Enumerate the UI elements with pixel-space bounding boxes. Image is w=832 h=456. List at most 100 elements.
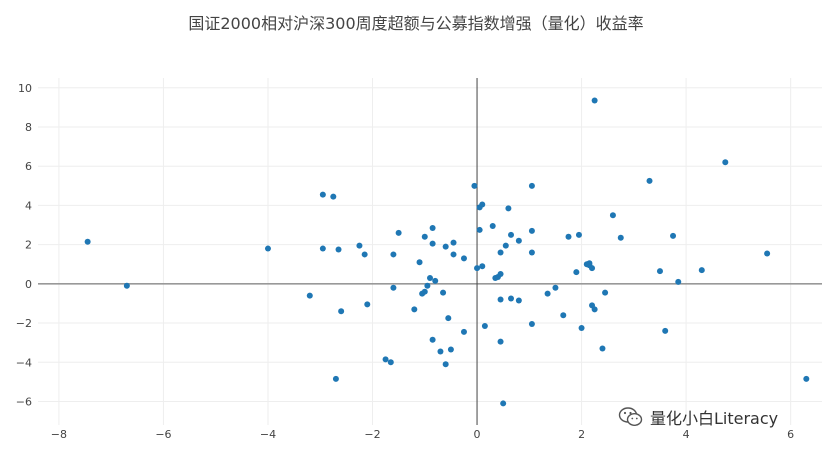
data-point: [646, 177, 653, 184]
data-point: [460, 255, 467, 262]
data-point: [442, 361, 449, 368]
data-point: [361, 251, 368, 258]
data-point: [421, 233, 428, 240]
data-point: [670, 232, 677, 239]
data-point: [573, 269, 580, 276]
data-point: [411, 306, 418, 313]
y-tick-label: −6: [16, 395, 32, 408]
data-point: [432, 277, 439, 284]
data-point: [364, 301, 371, 308]
data-point: [476, 226, 483, 233]
y-tick-label: 8: [25, 121, 32, 134]
data-point: [528, 321, 535, 328]
data-point: [264, 245, 271, 252]
data-point: [599, 345, 606, 352]
x-tick-label: 2: [578, 428, 585, 441]
data-point: [560, 312, 567, 319]
x-tick-label: 0: [474, 428, 481, 441]
data-point: [591, 97, 598, 104]
watermark: 量化小白Literacy: [618, 404, 778, 430]
data-point: [497, 271, 504, 278]
data-point: [319, 245, 326, 252]
data-point: [437, 348, 444, 355]
data-point: [656, 268, 663, 275]
data-point: [445, 315, 452, 322]
data-point: [515, 237, 522, 244]
data-point: [440, 289, 447, 296]
y-tick-label: 0: [25, 278, 32, 291]
data-point: [330, 193, 337, 200]
data-point: [356, 242, 363, 249]
data-point: [528, 182, 535, 189]
data-points: [84, 97, 810, 407]
data-point: [609, 212, 616, 219]
data-point: [578, 324, 585, 331]
data-point: [589, 265, 596, 272]
data-point: [427, 274, 433, 281]
data-point: [460, 328, 467, 335]
data-point: [502, 242, 509, 249]
wechat-icon: [618, 407, 643, 427]
data-point: [528, 227, 535, 234]
x-tick-label: −4: [260, 428, 276, 441]
x-tick-label: −6: [155, 428, 171, 441]
data-point: [497, 296, 504, 303]
data-point: [474, 265, 481, 272]
data-point: [429, 240, 436, 247]
x-tick-label: 6: [787, 428, 794, 441]
data-point: [429, 224, 436, 231]
data-point: [429, 336, 436, 343]
data-point: [395, 229, 402, 236]
data-point: [698, 267, 705, 274]
x-tick-labels: −8 −6 −4 −2 0 2 4 6: [51, 428, 794, 441]
data-point: [338, 308, 345, 315]
data-point: [552, 284, 559, 291]
data-point: [497, 249, 504, 256]
data-point: [602, 289, 609, 296]
zero-axes: [38, 78, 822, 425]
data-point: [591, 306, 598, 313]
data-point: [764, 250, 771, 257]
data-point: [508, 231, 515, 238]
watermark-text: 量化小白Literacy: [650, 409, 779, 428]
data-point: [319, 191, 326, 198]
data-point: [586, 260, 593, 267]
data-point: [450, 251, 457, 258]
data-point: [450, 239, 457, 246]
data-point: [447, 346, 454, 353]
data-point: [306, 292, 313, 299]
y-tick-labels: −6 −4 −2 0 2 4 6 8 10: [16, 82, 32, 409]
x-tick-label: −2: [364, 428, 380, 441]
data-point: [390, 284, 397, 291]
y-tick-label: 4: [25, 199, 32, 212]
data-point: [123, 282, 130, 289]
data-point: [382, 356, 389, 363]
data-point: [544, 290, 551, 297]
data-point: [424, 282, 431, 289]
data-point: [442, 243, 449, 250]
data-point: [565, 233, 572, 240]
data-point: [575, 231, 582, 238]
data-point: [421, 288, 428, 295]
data-point: [505, 205, 512, 212]
data-point: [471, 182, 478, 189]
y-tick-label: 2: [25, 239, 32, 252]
data-point: [481, 322, 488, 329]
data-point: [515, 297, 522, 304]
x-tick-label: −8: [51, 428, 67, 441]
x-tick-label: 4: [683, 428, 690, 441]
data-point: [528, 249, 535, 256]
data-point: [617, 234, 624, 241]
data-point: [84, 238, 91, 245]
data-point: [479, 263, 486, 270]
data-point: [416, 259, 423, 266]
data-point: [335, 246, 342, 253]
data-point: [722, 159, 729, 166]
y-tick-label: −4: [16, 356, 32, 369]
data-point: [332, 375, 339, 382]
data-point: [675, 278, 682, 285]
data-point: [497, 338, 504, 345]
data-point: [390, 251, 397, 258]
data-point: [662, 327, 669, 334]
